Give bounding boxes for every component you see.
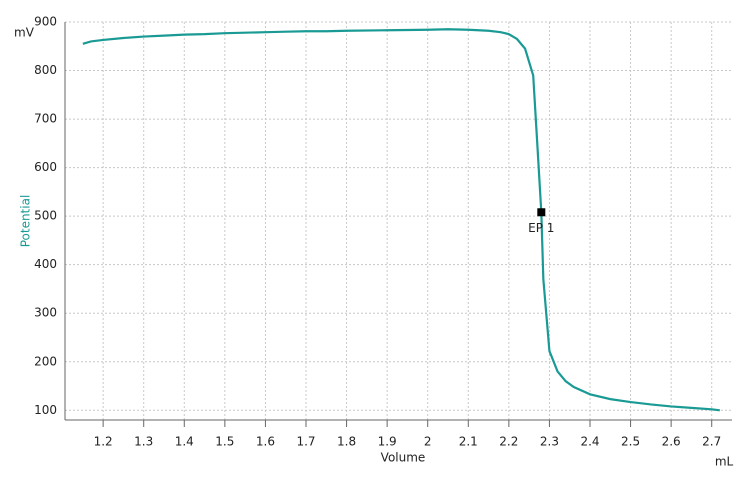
x-tick-label: 1.6: [256, 435, 275, 449]
y-tick-label: 300: [34, 306, 57, 320]
y-tick-label: 800: [34, 63, 57, 77]
x-axis-label: Volume: [381, 451, 426, 465]
x-tick-label: 2.6: [662, 435, 681, 449]
y-unit: mV: [14, 26, 35, 40]
x-tick-label: 2.4: [580, 435, 599, 449]
x-tick-label: 1.8: [337, 435, 356, 449]
y-tick-label: 700: [34, 112, 57, 126]
x-tick-label: 2.1: [459, 435, 478, 449]
x-tick-label: 1.3: [134, 435, 153, 449]
x-tick-label: 2.5: [621, 435, 640, 449]
x-tick-label: 2: [424, 435, 432, 449]
endpoint-marker: [537, 208, 546, 217]
x-tick-label: 1.9: [378, 435, 397, 449]
x-tick-label: 2.2: [499, 435, 518, 449]
curve: [82, 28, 720, 412]
x-tick-label: 1.2: [94, 435, 113, 449]
y-tick-label: 900: [34, 15, 57, 29]
x-tick-label: 2.3: [540, 435, 559, 449]
y-axis-label: Potential: [19, 195, 33, 248]
y-tick-label: 500: [34, 209, 57, 223]
x-tick-label: 1.5: [215, 435, 234, 449]
endpoint-label: EP 1: [528, 221, 554, 235]
y-tick-label: 400: [34, 257, 57, 271]
y-tick-label: 200: [34, 354, 57, 368]
x-tick-label: 1.7: [296, 435, 315, 449]
y-tick-label: 600: [34, 160, 57, 174]
x-unit: mL: [715, 455, 734, 469]
x-tick-label: 1.4: [175, 435, 194, 449]
y-tick-label: 100: [34, 403, 57, 417]
x-tick-label: 2.7: [702, 435, 721, 449]
